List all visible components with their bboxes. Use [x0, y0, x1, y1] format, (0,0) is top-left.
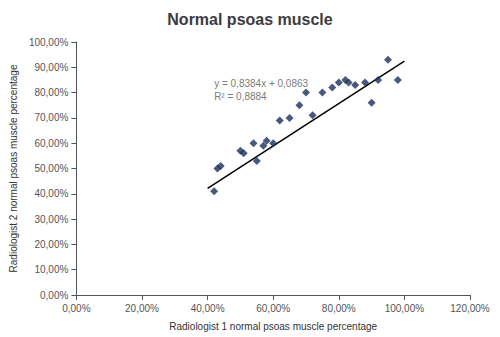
svg-text:120,00%: 120,00% — [450, 303, 490, 314]
svg-text:Radiologist 1 normal psoas mus: Radiologist 1 normal psoas muscle percen… — [169, 321, 377, 332]
svg-text:30,00%: 30,00% — [34, 214, 68, 225]
svg-text:Radiologist 2 normal psoas mus: Radiologist 2 normal psoas muscle percen… — [8, 64, 19, 272]
svg-text:90,00%: 90,00% — [34, 62, 68, 73]
svg-text:40,00%: 40,00% — [191, 303, 225, 314]
svg-text:R² = 0,8884: R² = 0,8884 — [214, 91, 267, 102]
svg-text:20,00%: 20,00% — [34, 239, 68, 250]
svg-text:20,00%: 20,00% — [125, 303, 159, 314]
svg-text:80,00%: 80,00% — [322, 303, 356, 314]
svg-text:70,00%: 70,00% — [34, 112, 68, 123]
svg-text:10,00%: 10,00% — [34, 264, 68, 275]
svg-text:0,00%: 0,00% — [40, 290, 68, 301]
svg-text:80,00%: 80,00% — [34, 87, 68, 98]
svg-text:100,00%: 100,00% — [29, 37, 69, 48]
svg-text:0,00%: 0,00% — [62, 303, 90, 314]
svg-text:60,00%: 60,00% — [256, 303, 290, 314]
svg-text:60,00%: 60,00% — [34, 138, 68, 149]
svg-text:y = 0,8384x + 0,0863: y = 0,8384x + 0,0863 — [214, 78, 308, 89]
svg-text:50,00%: 50,00% — [34, 163, 68, 174]
svg-text:Normal psoas muscle: Normal psoas muscle — [167, 11, 333, 28]
svg-text:40,00%: 40,00% — [34, 188, 68, 199]
svg-text:100,00%: 100,00% — [385, 303, 425, 314]
